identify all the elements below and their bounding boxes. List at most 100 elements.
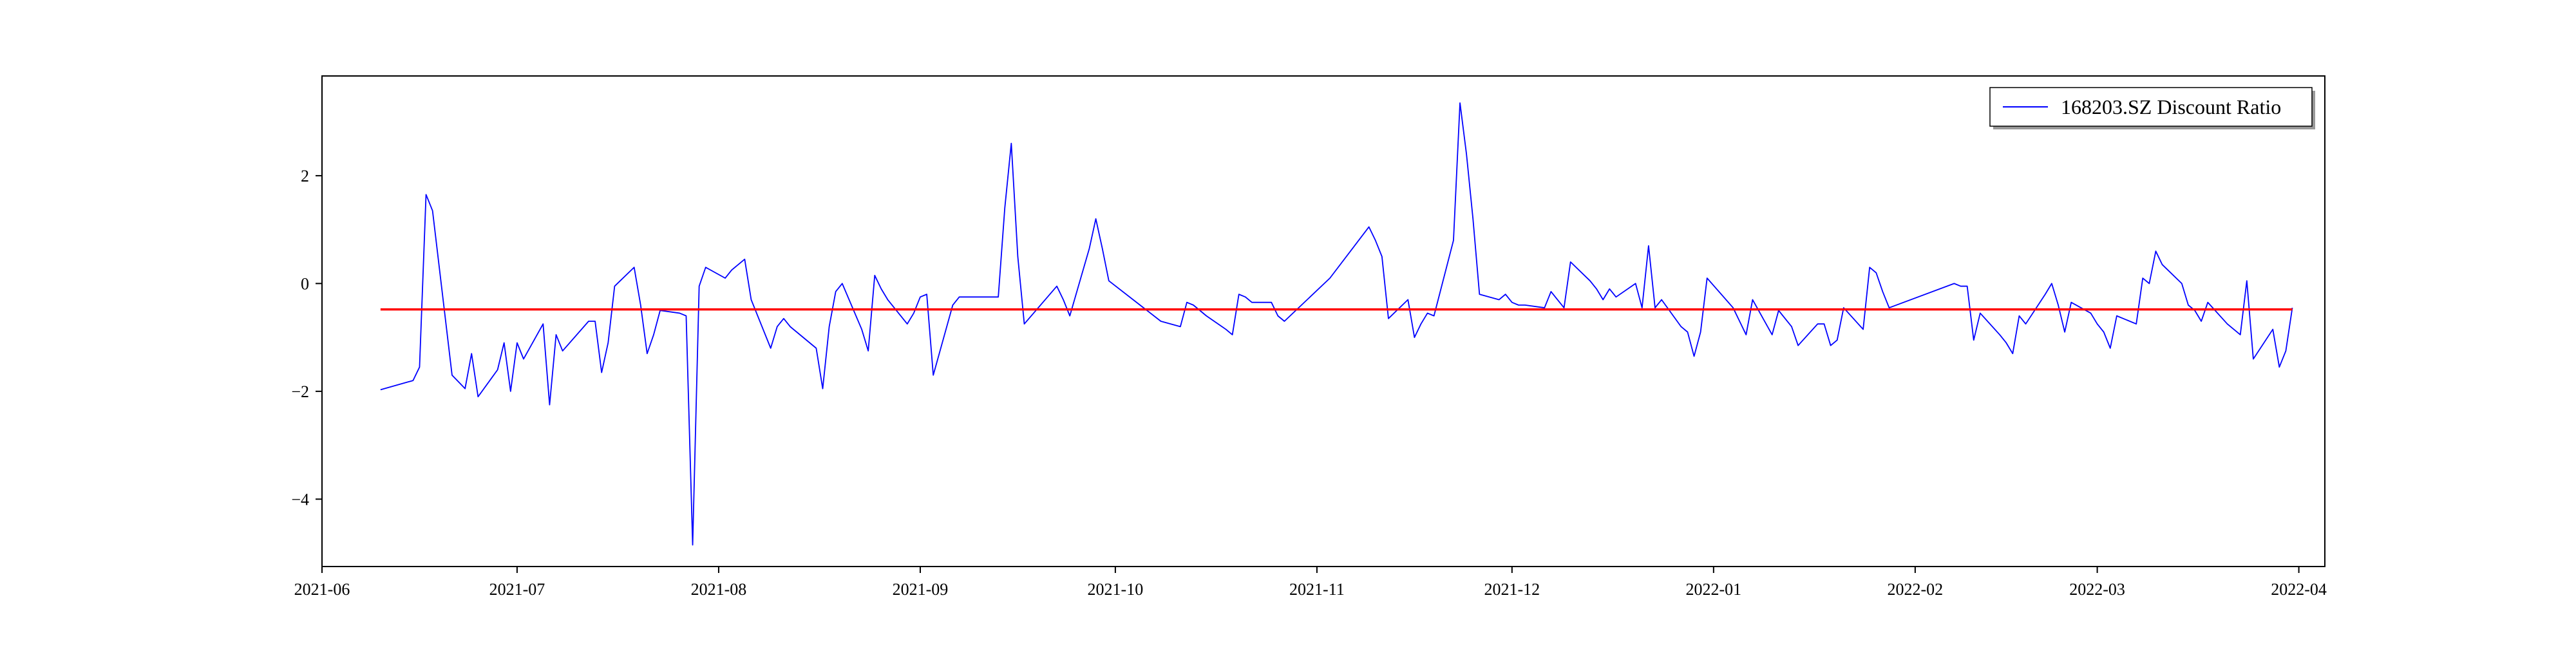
axes: 2021-06 2021-07 2021-08 2021-09 2021-10 2021-…: [291, 75, 2327, 599]
x-tick-label: 2021-10: [1088, 580, 1144, 599]
data-point: [2233, 329, 2235, 330]
data-point: [1453, 240, 1454, 241]
y-tick-label: 0: [301, 274, 309, 293]
data-point: [952, 305, 954, 306]
data-point: [1004, 207, 1005, 209]
data-point: [2201, 321, 2202, 322]
data-point: [1654, 307, 1656, 308]
data-point: [2019, 315, 2020, 317]
data-point: [842, 283, 843, 285]
data-point: [1752, 299, 1754, 301]
data-point: [1180, 326, 1181, 328]
data-point: [464, 388, 466, 389]
data-point: [816, 348, 817, 349]
data-point: [1466, 154, 1467, 155]
data-point: [1797, 345, 1799, 346]
data-point: [867, 350, 869, 352]
data-point: [2246, 280, 2248, 281]
y-tick-label: −4: [291, 490, 309, 509]
data-point: [1226, 329, 1227, 330]
data-point: [2155, 250, 2157, 252]
x-tick-label: 2022-04: [2271, 580, 2327, 599]
data-point: [737, 264, 739, 265]
data-point: [1732, 307, 1734, 308]
data-point: [647, 353, 648, 354]
data-point: [724, 277, 726, 279]
data-point: [478, 396, 479, 397]
data-point: [523, 359, 524, 360]
data-point: [2149, 283, 2150, 285]
data-point: [1251, 302, 1253, 303]
plot-area: [380, 102, 2293, 546]
x-tick-label: 2021-09: [893, 580, 949, 599]
data-point: [2240, 334, 2241, 335]
data-point: [1817, 323, 1819, 324]
data-point: [1642, 307, 1643, 308]
data-point: [1875, 272, 1877, 274]
data-point: [556, 334, 557, 335]
data-point: [2272, 329, 2273, 330]
data-point: [1837, 340, 1838, 341]
data-point: [1388, 318, 1389, 319]
data-point: [1368, 227, 1370, 228]
data-point: [1518, 305, 1519, 306]
data-point: [1511, 302, 1513, 303]
data-point: [1206, 315, 1207, 317]
data-point: [913, 313, 914, 314]
x-tick-label: 2021-12: [1484, 580, 1540, 599]
axes-frame: [321, 75, 2325, 567]
data-point: [1570, 261, 1571, 263]
data-point: [2136, 323, 2137, 324]
data-point: [1505, 294, 1506, 295]
data-point: [1609, 288, 1610, 290]
data-point: [1472, 218, 1473, 220]
data-point: [588, 321, 589, 322]
data-point: [516, 342, 518, 344]
data-point: [2227, 323, 2228, 324]
data-point: [1869, 267, 1870, 268]
data-point: [796, 332, 797, 333]
data-point: [926, 294, 927, 295]
data-point: [2005, 342, 2007, 344]
x-tick-label: 2021-08: [691, 580, 747, 599]
data-point: [1889, 307, 1890, 308]
data-point: [705, 267, 706, 268]
data-point: [1772, 334, 1773, 335]
data-point: [679, 313, 681, 314]
data-point: [419, 366, 421, 368]
data-point: [933, 375, 934, 376]
data-point: [451, 375, 453, 376]
data-point: [2051, 283, 2052, 285]
data-point: [2162, 264, 2163, 265]
data-point: [607, 342, 609, 344]
data-point: [1499, 299, 1500, 301]
data-point: [504, 342, 505, 344]
data-point: [835, 291, 837, 292]
data-point: [822, 388, 824, 389]
data-point: [1160, 321, 1162, 322]
data-point: [1375, 240, 1376, 241]
data-point: [2142, 277, 2143, 279]
data-point: [686, 315, 687, 317]
data-point: [1018, 256, 1019, 258]
data-point: [1024, 323, 1025, 324]
data-point: [1524, 305, 1526, 306]
data-point: [562, 350, 564, 352]
data-point: [614, 286, 616, 287]
data-point: [1193, 305, 1194, 306]
data-point: [751, 299, 752, 301]
data-point: [1843, 307, 1844, 308]
data-point: [1681, 326, 1682, 328]
data-point: [1069, 315, 1070, 317]
data-point: [1056, 286, 1057, 287]
data-point: [634, 267, 635, 268]
data-point: [653, 334, 654, 335]
data-point: [2070, 302, 2072, 303]
data-point: [2025, 323, 2027, 324]
data-point: [1973, 340, 1975, 341]
data-point: [426, 194, 427, 195]
data-point: [1616, 297, 1617, 298]
x-tick-label: 2022-03: [2069, 580, 2125, 599]
data-point: [510, 391, 511, 392]
data-point: [1459, 102, 1461, 104]
